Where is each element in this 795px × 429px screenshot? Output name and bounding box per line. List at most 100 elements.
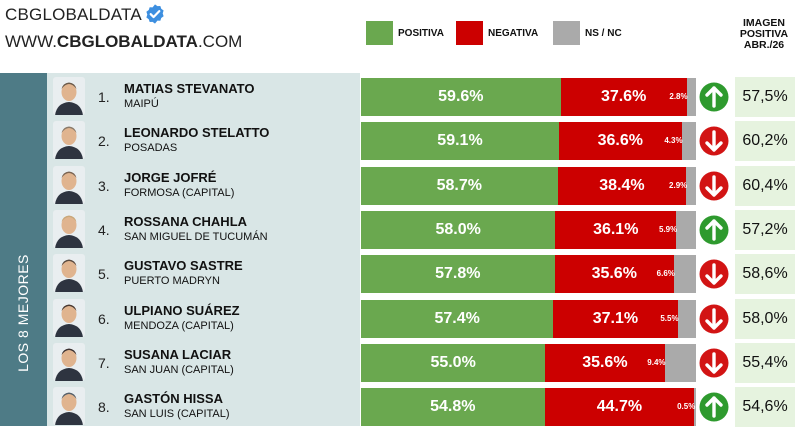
- arrow-up-icon: [699, 82, 729, 112]
- avatar: [53, 342, 85, 381]
- bar-negative: 35.6%: [554, 255, 674, 294]
- image-value: 58,0%: [735, 298, 795, 339]
- image-value: 57,5%: [735, 77, 795, 117]
- data-label-nsnc: 5.5%: [660, 313, 679, 323]
- bar-positive: 57.8%: [361, 255, 555, 294]
- rank-number: 8.: [98, 399, 110, 416]
- rank-number: 3.: [98, 177, 110, 194]
- bar-nsnc: 4.3%: [664, 122, 696, 161]
- data-label-positive: 58.0%: [435, 220, 481, 238]
- person-name: ULPIANO SUÁREZ: [124, 302, 240, 318]
- legend-nsnc: NS / NC: [553, 21, 622, 45]
- legend-swatch-positiva: [366, 21, 393, 45]
- person-name: SUSANA LACIAR: [124, 346, 232, 362]
- person-city: POSADAS: [124, 142, 178, 155]
- data-label-positive: 57.8%: [435, 265, 481, 283]
- bar-positive: 55.0%: [361, 343, 546, 382]
- arrow-down-icon: [699, 259, 729, 289]
- data-label-nsnc: 5.9%: [659, 224, 678, 234]
- data-label-nsnc: 6.6%: [656, 269, 675, 279]
- image-value: 57,2%: [735, 209, 795, 250]
- image-column-header: IMAGEN POSITIVA ABR./26: [739, 17, 789, 51]
- arrow-down-icon: [699, 126, 729, 156]
- data-label-negative: 36.1%: [593, 220, 639, 238]
- bar-positive: 57.4%: [361, 299, 554, 338]
- person-name: GASTÓN HISSA: [124, 391, 223, 407]
- rank-number: 2.: [98, 133, 110, 150]
- table-row: 5. GUSTAVO SASTRE PUERTO MADRYN 57.8% 35…: [0, 252, 795, 296]
- legend-label-nsnc: NS / NC: [585, 27, 622, 39]
- data-label-nsnc: 2.8%: [669, 92, 688, 101]
- sidebar: LOS 8 MEJORES: [0, 73, 47, 426]
- data-label-nsnc: 4.3%: [664, 136, 683, 146]
- image-value: 54,6%: [735, 387, 795, 428]
- person-city: FORMOSA (CAPITAL): [124, 186, 235, 199]
- data-label-nsnc: 9.4%: [647, 357, 666, 367]
- table-row: 1. MATIAS STEVANATO MAIPÚ 59.6% 37.6% 2.…: [0, 75, 795, 119]
- person-city: SAN LUIS (CAPITAL): [124, 408, 230, 421]
- legend-swatch-nsnc: [553, 21, 580, 45]
- person-city: SAN MIGUEL DE TUCUMÁN: [124, 230, 268, 243]
- person-city: SAN JUAN (CAPITAL): [124, 363, 234, 376]
- rank-number: 6.: [98, 310, 110, 327]
- arrow-down-icon: [699, 348, 729, 378]
- person-name: GUSTAVO SASTRE: [124, 258, 243, 274]
- rank-number: 4.: [98, 221, 110, 238]
- person-city: MENDOZA (CAPITAL): [124, 319, 234, 332]
- avatar: [53, 298, 85, 337]
- bar-nsnc: 2.8%: [669, 78, 696, 116]
- arrow-up-icon: [699, 392, 729, 422]
- header: CBGLOBALDATA WWW.CBGLOBALDATA.COM POSITI…: [0, 0, 795, 72]
- data-label-negative: 35.6%: [591, 265, 637, 283]
- table-row: 4. ROSSANA CHAHLA SAN MIGUEL DE TUCUMÁN …: [0, 208, 795, 252]
- data-label-positive: 59.6%: [438, 88, 484, 105]
- avatar: [53, 209, 85, 248]
- bar-positive: 58.7%: [361, 166, 558, 205]
- bar-negative: 35.6%: [545, 343, 665, 382]
- table-row: 6. ULPIANO SUÁREZ MENDOZA (CAPITAL) 57.4…: [0, 297, 795, 341]
- legend-swatch-negativa: [456, 21, 483, 45]
- data-label-positive: 57.4%: [434, 309, 480, 327]
- bar-nsnc: 9.4%: [647, 343, 696, 382]
- arrow-up-icon: [699, 215, 729, 245]
- bar-positive: 59.1%: [361, 122, 559, 161]
- table-row: 3. JORGE JOFRÉ FORMOSA (CAPITAL) 58.7% 3…: [0, 164, 795, 208]
- person-name: ROSSANA CHAHLA: [124, 213, 248, 229]
- data-label-positive: 59.1%: [437, 132, 483, 150]
- data-label-negative: 37.1%: [592, 309, 639, 327]
- data-label-negative: 35.6%: [582, 353, 628, 371]
- verified-badge-icon: [146, 4, 164, 24]
- arrow-down-icon: [699, 304, 729, 333]
- brand-url: WWW.CBGLOBALDATA.COM: [5, 32, 243, 51]
- image-value: 60,4%: [735, 165, 795, 206]
- image-value: 55,4%: [735, 342, 795, 383]
- bar-nsnc: 5.5%: [660, 299, 696, 338]
- legend-negativa: NEGATIVA: [456, 21, 538, 45]
- table-row: 8. GASTÓN HISSA SAN LUIS (CAPITAL) 54.8%…: [0, 385, 795, 429]
- rank-number: 1.: [98, 89, 110, 105]
- bar-nsnc: 0.5%: [677, 388, 696, 427]
- data-label-positive: 55.0%: [430, 353, 476, 371]
- bar-negative: 37.1%: [553, 299, 678, 338]
- person-city: PUERTO MADRYN: [124, 275, 220, 288]
- person-name: JORGE JOFRÉ: [124, 169, 217, 185]
- brand-name: CBGLOBALDATA: [5, 5, 142, 24]
- bar-nsnc: 5.9%: [659, 210, 696, 249]
- table-row: 7. SUSANA LACIAR SAN JUAN (CAPITAL) 55.0…: [0, 341, 795, 385]
- bar-nsnc: 2.9%: [669, 166, 696, 205]
- bar-negative: 36.6%: [558, 122, 682, 161]
- avatar: [53, 121, 85, 160]
- person-name: MATIAS STEVANATO: [124, 81, 255, 96]
- table-row: 2. LEONARDO STELATTO POSADAS 59.1% 36.6%…: [0, 119, 795, 163]
- legend-label-negativa: NEGATIVA: [488, 27, 539, 39]
- avatar: [53, 77, 85, 115]
- bar-negative: 36.1%: [555, 210, 677, 249]
- rank-number: 7.: [98, 354, 110, 371]
- bar-negative: 37.6%: [560, 78, 687, 116]
- person-city: MAIPÚ: [124, 98, 159, 110]
- legend-positiva: POSITIVA: [366, 21, 444, 45]
- legend-label-positiva: POSITIVA: [398, 27, 444, 39]
- data-label-negative: 36.6%: [597, 132, 643, 150]
- bar-positive: 58.0%: [361, 210, 556, 249]
- data-label-negative: 37.6%: [600, 88, 647, 105]
